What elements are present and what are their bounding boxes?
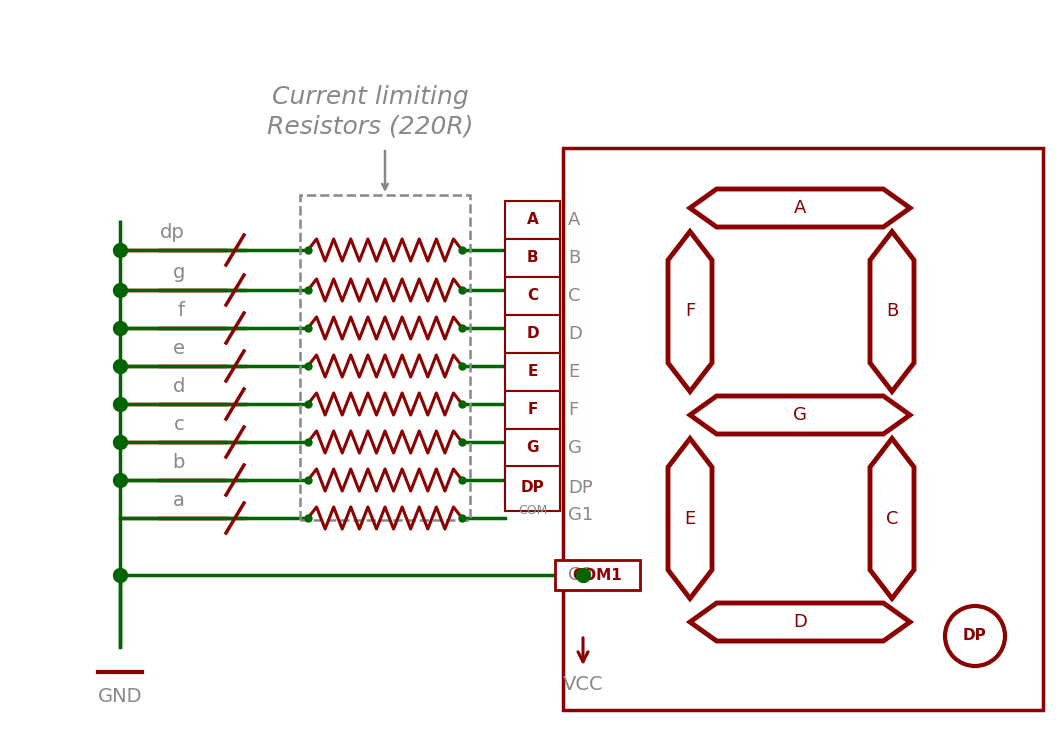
Text: b: b: [172, 453, 185, 472]
Bar: [505, 277, 560, 315]
Text: GND: GND: [97, 687, 143, 706]
Text: DP: DP: [521, 480, 544, 495]
Polygon shape: [690, 396, 910, 434]
Text: B: B: [568, 249, 580, 267]
Text: G: G: [568, 439, 581, 457]
Text: C: C: [886, 509, 898, 528]
Text: COM: COM: [518, 504, 548, 517]
Text: A: A: [568, 211, 580, 229]
Text: F: F: [685, 303, 696, 320]
Text: D: D: [568, 325, 581, 343]
Text: COM1: COM1: [573, 568, 623, 582]
Text: F: F: [527, 402, 538, 418]
Text: D: D: [526, 326, 539, 342]
Bar: [505, 469, 560, 507]
Text: D: D: [793, 613, 806, 631]
Polygon shape: [690, 603, 910, 641]
Text: DP: DP: [963, 629, 987, 644]
Polygon shape: [870, 232, 914, 391]
Text: B: B: [526, 250, 538, 266]
Text: A: A: [526, 213, 538, 227]
Text: C: C: [568, 287, 580, 305]
Text: g: g: [172, 263, 185, 282]
Text: G: G: [526, 441, 539, 455]
Text: G: G: [793, 406, 806, 424]
Text: f: f: [178, 301, 185, 320]
Text: dp: dp: [161, 223, 185, 242]
Text: a: a: [173, 491, 185, 510]
Bar: [563, 148, 1043, 710]
Text: E: E: [684, 509, 696, 528]
Text: VCC: VCC: [562, 675, 604, 694]
Text: Current limiting
Resistors (220R): Current limiting Resistors (220R): [266, 85, 474, 139]
Bar: [505, 201, 560, 239]
Polygon shape: [690, 189, 910, 227]
Circle shape: [945, 606, 1005, 666]
Text: E: E: [568, 363, 579, 381]
Text: DP: DP: [568, 479, 593, 497]
Text: B: B: [886, 303, 898, 320]
Text: C: C: [527, 289, 538, 303]
Polygon shape: [870, 438, 914, 599]
Text: c: c: [174, 415, 185, 434]
Bar: [505, 429, 560, 467]
Bar: [505, 391, 560, 429]
Text: e: e: [173, 339, 185, 358]
Text: E: E: [527, 365, 538, 379]
Polygon shape: [668, 438, 712, 599]
Text: G1: G1: [568, 506, 593, 525]
Bar: [505, 353, 560, 391]
Text: d: d: [172, 377, 185, 396]
Bar: [505, 466, 560, 511]
Bar: [555, 560, 639, 590]
Text: A: A: [794, 199, 806, 217]
Text: F: F: [568, 401, 578, 419]
Bar: [505, 239, 560, 277]
Text: G2: G2: [568, 566, 593, 584]
Polygon shape: [668, 232, 712, 391]
Bar: [505, 315, 560, 354]
Bar: [300, 195, 470, 520]
